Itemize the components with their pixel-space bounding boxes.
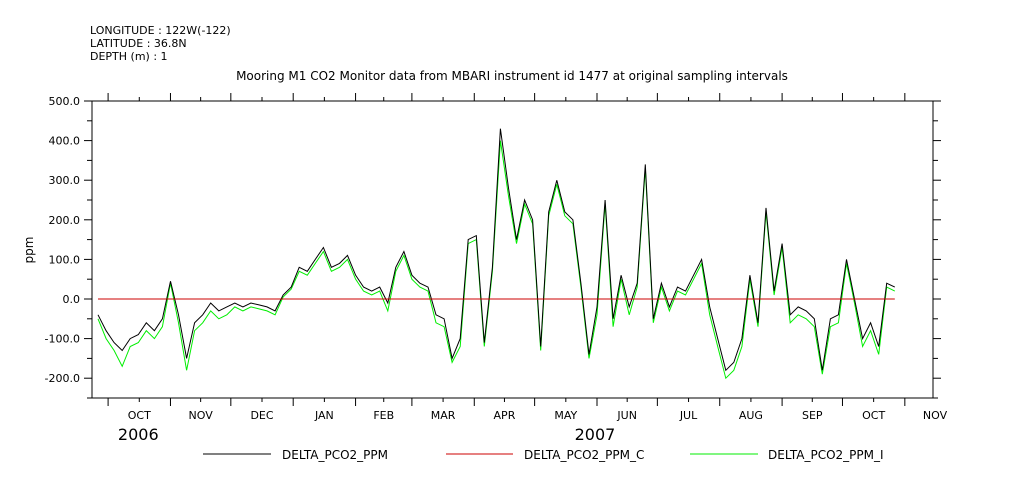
- y-tick-label: 500.0: [49, 95, 81, 108]
- x-tick-label: AUG: [739, 409, 763, 422]
- legend-label: DELTA_PCO2_PPM_C: [524, 448, 644, 462]
- x-tick-label: OCT: [862, 409, 885, 422]
- y-tick-label: 0.0: [63, 293, 81, 306]
- longitude-label: LONGITUDE : 122W(-122): [90, 24, 231, 37]
- year-label: 2007: [575, 425, 616, 444]
- latitude-label: LATITUDE : 36.8N: [90, 37, 187, 50]
- y-tick-label: -200.0: [45, 372, 80, 385]
- x-tick-label: JUN: [616, 409, 637, 422]
- x-tick-label: MAY: [554, 409, 577, 422]
- series-layer: [97, 128, 896, 380]
- x-tick-label: SEP: [802, 409, 823, 422]
- x-tick-label: JAN: [314, 409, 334, 422]
- x-tick-label: FEB: [373, 409, 394, 422]
- y-axis-label: ppm: [22, 237, 36, 264]
- legend-label: DELTA_PCO2_PPM_I: [768, 448, 884, 462]
- x-tick-label: DEC: [250, 409, 273, 422]
- legend-label: DELTA_PCO2_PPM: [282, 448, 388, 462]
- plot-frame: [91, 100, 934, 399]
- y-axis: -200.0 -100.0 0.0 100.0 200.0 300.0 400.0 500.0: [45, 95, 941, 399]
- series-line-0: [97, 128, 896, 372]
- year-label: 2006: [118, 425, 159, 444]
- x-tick-label: MAR: [431, 409, 456, 422]
- x-tick-label: APR: [494, 409, 516, 422]
- chart-title: Mooring M1 CO2 Monitor data from MBARI i…: [236, 69, 788, 83]
- x-tick-label: NOV: [189, 409, 214, 422]
- y-tick-label: -100.0: [45, 333, 80, 346]
- x-axis: OCT NOV DEC JAN FEB MAR APR MAY JUN JUL AUG SEP OCT N…: [107, 93, 948, 444]
- y-tick-label: 200.0: [49, 214, 81, 227]
- depth-label: DEPTH (m) : 1: [90, 50, 168, 63]
- series-line-2: [97, 140, 896, 380]
- y-tick-label: 400.0: [49, 135, 81, 148]
- x-tick-label: OCT: [128, 409, 151, 422]
- y-tick-label: 300.0: [49, 174, 81, 187]
- x-tick-label: NOV: [923, 409, 948, 422]
- y-tick-label: 100.0: [49, 253, 81, 266]
- x-tick-label: JUL: [679, 409, 698, 422]
- legend: DELTA_PCO2_PPM DELTA_PCO2_PPM_C DELTA_PCO2…: [203, 448, 884, 462]
